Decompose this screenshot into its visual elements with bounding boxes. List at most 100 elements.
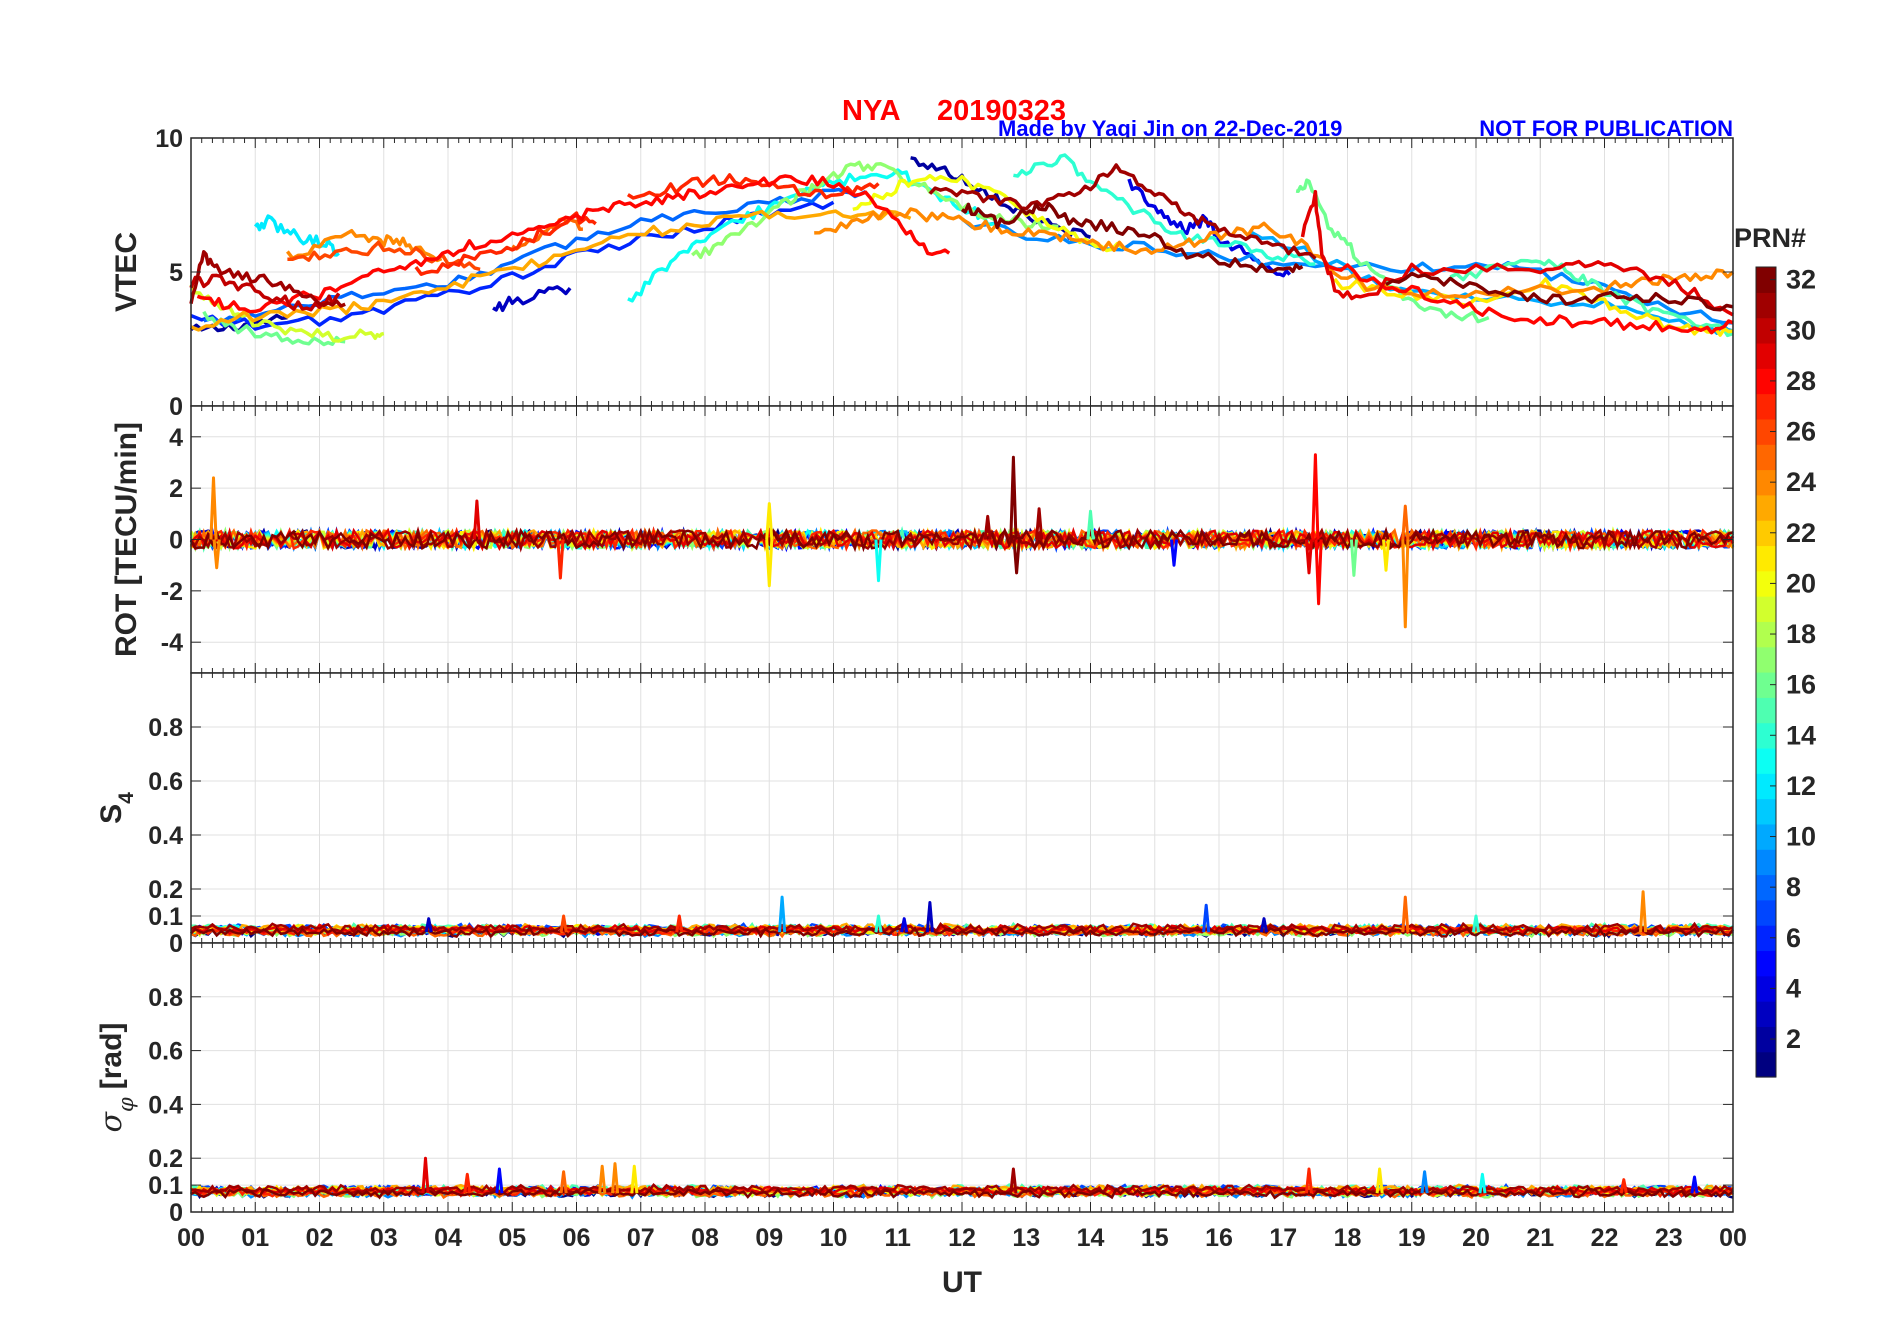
- colorbar-tick-label: 18: [1786, 619, 1816, 649]
- colorbar-tick-label: 28: [1786, 366, 1816, 396]
- vtec-series-prn20: [852, 173, 1124, 253]
- y-tick-label: 0: [169, 393, 183, 421]
- x-tick-label: 17: [1269, 1224, 1297, 1252]
- spike-prn15: [1086, 509, 1095, 540]
- colorbar-swatch: [1756, 368, 1776, 395]
- x-tick-label: 07: [627, 1224, 655, 1252]
- colorbar-swatch: [1756, 697, 1776, 724]
- x-tick-label: 18: [1334, 1224, 1362, 1252]
- spike-prn21: [1375, 1167, 1384, 1194]
- y-axis-label: σφ[rad]: [94, 1023, 138, 1133]
- spike-prn5: [1170, 539, 1179, 567]
- x-tick-label: 12: [948, 1224, 976, 1252]
- spike-prn31: [1009, 1167, 1018, 1194]
- spike-prn28: [1311, 453, 1320, 540]
- trace-prn31: [190, 1182, 1734, 1195]
- x-tick-label: 04: [434, 1224, 462, 1252]
- vtec-series-prn28: [196, 174, 951, 314]
- colorbar-tick-label: 4: [1786, 973, 1801, 1003]
- x-tick-label: 01: [241, 1224, 269, 1252]
- spike-prn13: [874, 539, 883, 583]
- colorbar-tick-label: 16: [1786, 670, 1816, 700]
- spike-prn3: [925, 901, 934, 933]
- y-tick-label: 0.8: [148, 714, 183, 742]
- vtec-series-prn32: [960, 201, 1304, 274]
- y-tick-label: 0: [169, 527, 183, 555]
- colorbar-swatch: [1756, 950, 1776, 977]
- y-tick-label: 0: [169, 1199, 183, 1227]
- panel-vtec: 0 5 10 VTEC: [110, 125, 1735, 421]
- vtec-series-prn26: [287, 240, 481, 272]
- colorbar-swatch: [1756, 292, 1776, 319]
- series-group: [190, 1156, 1734, 1200]
- spike-prn27: [556, 539, 565, 580]
- trace-prn31: [190, 526, 1734, 553]
- colorbar-swatch: [1756, 494, 1776, 521]
- y-axis-label: ROT [TECU/min]: [110, 422, 143, 657]
- y-tick-label: 0.2: [148, 876, 183, 904]
- x-tick-label: 14: [1077, 1224, 1105, 1252]
- spike-prn25: [1401, 504, 1410, 540]
- y-tick-label: 0.1: [148, 1172, 183, 1200]
- spike-prn32: [1009, 455, 1018, 540]
- colorbar-swatch: [1756, 267, 1776, 293]
- colorbar-swatch: [1756, 469, 1776, 496]
- x-tick-label: 02: [306, 1224, 334, 1252]
- spike-prn31: [1035, 507, 1044, 540]
- vtec-series-prn27: [414, 211, 597, 276]
- colorbar-swatch: [1756, 444, 1776, 471]
- colorbar-swatch: [1756, 596, 1776, 622]
- spike-prn27: [675, 914, 684, 933]
- spike-prn29: [1304, 539, 1313, 575]
- trace-prn32: [190, 1187, 1734, 1200]
- y-tick-label: 0: [169, 930, 183, 958]
- spike-prn27: [1619, 1178, 1628, 1194]
- spike-prn24: [1401, 539, 1410, 629]
- colorbar-swatch: [1756, 823, 1776, 850]
- spike-prn24: [598, 1164, 607, 1194]
- vtec-series-prn32: [1385, 271, 1734, 312]
- y-tick-label: -4: [161, 629, 183, 657]
- spike-prn24: [212, 539, 221, 570]
- spike-prn9: [1420, 1170, 1429, 1194]
- made-by-note: Made by Yaqi Jin on 22-Dec-2019: [998, 116, 1342, 141]
- y-tick-label: 0.8: [148, 984, 183, 1012]
- spike-prn32: [1012, 539, 1021, 575]
- colorbar-tick-label: 6: [1786, 923, 1801, 953]
- colorbar-frame: [1755, 266, 1777, 1078]
- vtec-series-prn15: [1449, 258, 1734, 338]
- colorbar-swatch: [1756, 1026, 1776, 1053]
- colorbar-swatch: [1756, 570, 1776, 597]
- colorbar-tick-label: 32: [1786, 265, 1816, 295]
- spike-prn5: [1690, 1175, 1699, 1194]
- x-tick-label: 15: [1141, 1224, 1169, 1252]
- vtec-series-prn30: [189, 273, 341, 312]
- spike-prn25: [559, 1170, 568, 1194]
- spike-prn21: [765, 539, 774, 588]
- vtec-series-prn3: [492, 285, 572, 313]
- x-tick-label: 10: [820, 1224, 848, 1252]
- y-tick-label: 4: [169, 424, 183, 452]
- x-tick-label: 22: [1591, 1224, 1619, 1252]
- vtec-series-prn16: [202, 310, 346, 347]
- y-tick-label: 0.2: [148, 1145, 183, 1173]
- x-axis-label: UT: [942, 1266, 982, 1299]
- y-tick-label: 10: [155, 125, 183, 153]
- colorbar-tick-label: 30: [1786, 315, 1816, 345]
- spike-prn14: [1471, 914, 1481, 933]
- colorbar-swatch: [1756, 1001, 1776, 1027]
- colorbar-swatch: [1756, 317, 1776, 344]
- x-tick-label: 03: [370, 1224, 398, 1252]
- y-tick-label: 0.4: [148, 822, 183, 850]
- series-group: [189, 453, 1735, 629]
- vtec-series-prn28: [1320, 255, 1734, 335]
- spike-prn3: [424, 917, 433, 933]
- colorbar-swatch: [1756, 773, 1776, 800]
- panel-sigma_phi: 00.10.2 0.4 0.6 0.8 σφ[rad]: [94, 942, 1734, 1227]
- x-tick-label: 05: [498, 1224, 526, 1252]
- colorbar-tick-label: 12: [1786, 771, 1816, 801]
- y-axis-label: VTEC: [110, 232, 143, 312]
- trace-prn32: [189, 526, 1734, 553]
- vtec-series-prn31: [928, 163, 1317, 260]
